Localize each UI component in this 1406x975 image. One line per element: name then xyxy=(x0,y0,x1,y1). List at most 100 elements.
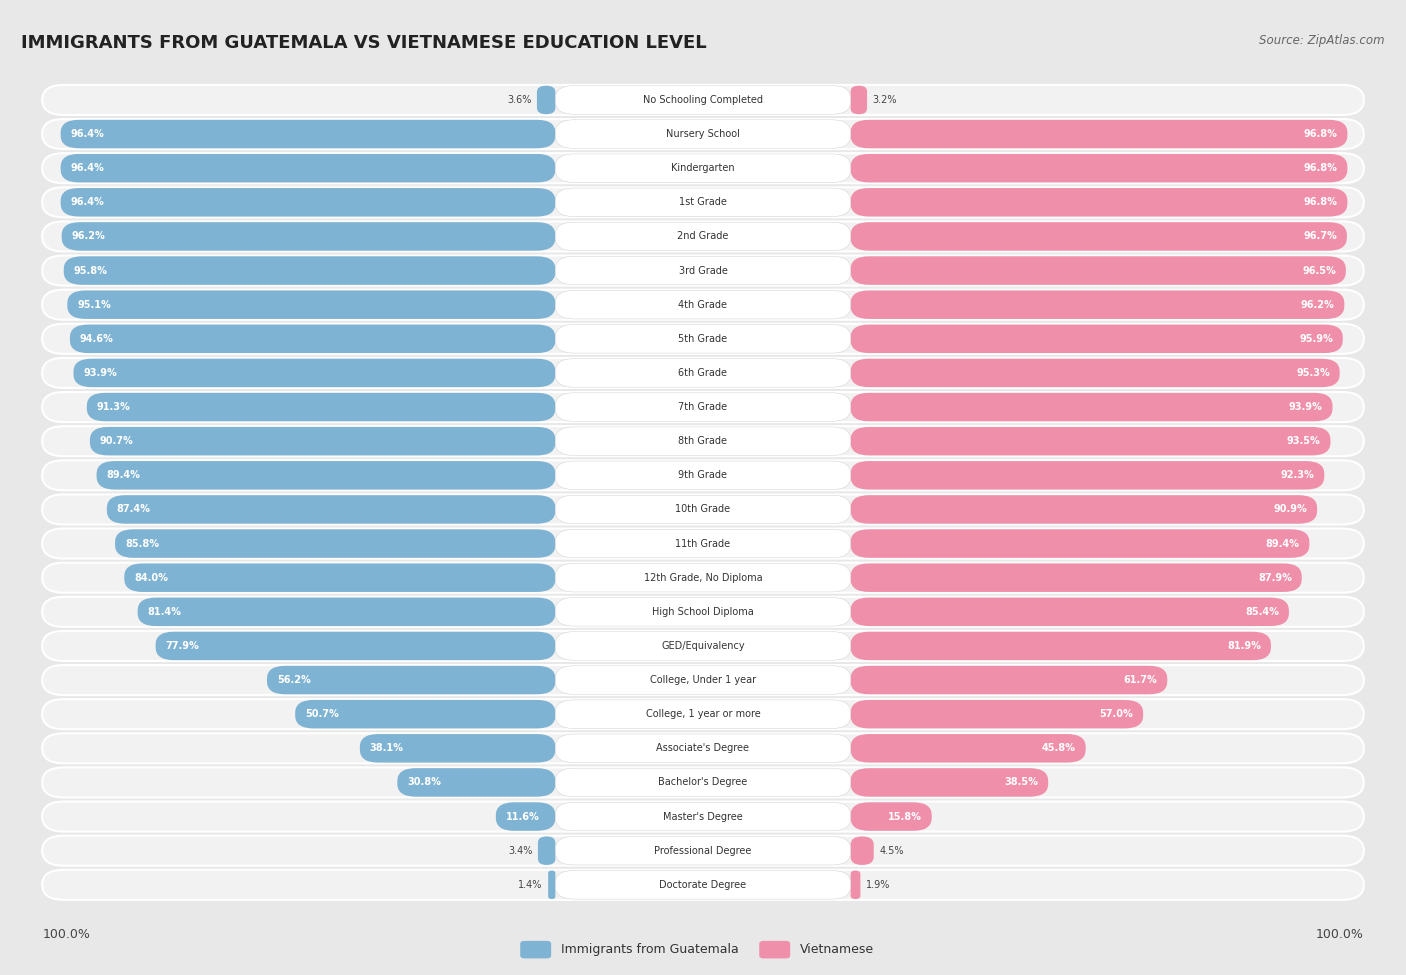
FancyBboxPatch shape xyxy=(555,837,851,865)
FancyBboxPatch shape xyxy=(555,802,851,831)
Text: 11th Grade: 11th Grade xyxy=(675,538,731,549)
Text: 38.1%: 38.1% xyxy=(370,743,404,754)
FancyBboxPatch shape xyxy=(42,221,1364,252)
FancyBboxPatch shape xyxy=(42,85,1364,115)
FancyBboxPatch shape xyxy=(42,699,1364,729)
FancyBboxPatch shape xyxy=(42,324,1364,354)
FancyBboxPatch shape xyxy=(851,359,1340,387)
Text: 96.8%: 96.8% xyxy=(1303,129,1337,139)
Text: 3.6%: 3.6% xyxy=(508,95,531,105)
FancyBboxPatch shape xyxy=(555,256,851,285)
FancyBboxPatch shape xyxy=(60,154,555,182)
FancyBboxPatch shape xyxy=(759,941,790,958)
Text: 90.7%: 90.7% xyxy=(100,436,134,447)
Text: 100.0%: 100.0% xyxy=(42,927,90,941)
Text: Bachelor's Degree: Bachelor's Degree xyxy=(658,777,748,788)
Text: 81.9%: 81.9% xyxy=(1227,641,1261,651)
Text: 85.8%: 85.8% xyxy=(125,538,159,549)
FancyBboxPatch shape xyxy=(851,427,1330,455)
FancyBboxPatch shape xyxy=(107,495,555,524)
FancyBboxPatch shape xyxy=(555,393,851,421)
FancyBboxPatch shape xyxy=(496,802,555,831)
Text: 93.9%: 93.9% xyxy=(1289,402,1323,412)
Text: 3.4%: 3.4% xyxy=(508,845,533,856)
Text: 6th Grade: 6th Grade xyxy=(679,368,727,378)
FancyBboxPatch shape xyxy=(555,734,851,762)
FancyBboxPatch shape xyxy=(60,120,555,148)
Text: 5th Grade: 5th Grade xyxy=(679,333,727,344)
FancyBboxPatch shape xyxy=(42,767,1364,798)
FancyBboxPatch shape xyxy=(42,563,1364,593)
Text: Master's Degree: Master's Degree xyxy=(664,811,742,822)
Text: 7th Grade: 7th Grade xyxy=(679,402,727,412)
FancyBboxPatch shape xyxy=(555,359,851,387)
Text: 38.5%: 38.5% xyxy=(1004,777,1039,788)
Text: 96.2%: 96.2% xyxy=(72,231,105,242)
Text: 96.8%: 96.8% xyxy=(1303,197,1337,208)
FancyBboxPatch shape xyxy=(851,120,1347,148)
FancyBboxPatch shape xyxy=(42,528,1364,559)
Text: 95.8%: 95.8% xyxy=(73,265,107,276)
FancyBboxPatch shape xyxy=(398,768,555,797)
Text: 3rd Grade: 3rd Grade xyxy=(679,265,727,276)
Text: Nursery School: Nursery School xyxy=(666,129,740,139)
FancyBboxPatch shape xyxy=(555,188,851,216)
FancyBboxPatch shape xyxy=(67,291,555,319)
FancyBboxPatch shape xyxy=(851,256,1346,285)
FancyBboxPatch shape xyxy=(555,495,851,524)
FancyBboxPatch shape xyxy=(555,222,851,251)
FancyBboxPatch shape xyxy=(124,564,555,592)
Text: 9th Grade: 9th Grade xyxy=(679,470,727,481)
FancyBboxPatch shape xyxy=(851,325,1343,353)
FancyBboxPatch shape xyxy=(851,291,1344,319)
FancyBboxPatch shape xyxy=(42,187,1364,217)
FancyBboxPatch shape xyxy=(360,734,555,762)
FancyBboxPatch shape xyxy=(555,461,851,489)
Text: High School Diploma: High School Diploma xyxy=(652,606,754,617)
FancyBboxPatch shape xyxy=(851,598,1289,626)
Text: 100.0%: 100.0% xyxy=(1316,927,1364,941)
FancyBboxPatch shape xyxy=(851,734,1085,762)
FancyBboxPatch shape xyxy=(42,870,1364,900)
Text: IMMIGRANTS FROM GUATEMALA VS VIETNAMESE EDUCATION LEVEL: IMMIGRANTS FROM GUATEMALA VS VIETNAMESE … xyxy=(21,34,707,52)
Text: 11.6%: 11.6% xyxy=(506,811,540,822)
Text: 30.8%: 30.8% xyxy=(408,777,441,788)
FancyBboxPatch shape xyxy=(555,666,851,694)
Text: 96.2%: 96.2% xyxy=(1301,299,1334,310)
FancyBboxPatch shape xyxy=(851,802,932,831)
Text: 15.8%: 15.8% xyxy=(889,811,922,822)
FancyBboxPatch shape xyxy=(87,393,555,421)
Text: 56.2%: 56.2% xyxy=(277,675,311,685)
FancyBboxPatch shape xyxy=(73,359,555,387)
Text: 10th Grade: 10th Grade xyxy=(675,504,731,515)
Text: 3.2%: 3.2% xyxy=(873,95,897,105)
Text: Doctorate Degree: Doctorate Degree xyxy=(659,879,747,890)
Text: 92.3%: 92.3% xyxy=(1281,470,1315,481)
Text: 89.4%: 89.4% xyxy=(107,470,141,481)
FancyBboxPatch shape xyxy=(555,529,851,558)
Text: 1.9%: 1.9% xyxy=(866,879,890,890)
FancyBboxPatch shape xyxy=(42,119,1364,149)
Text: 93.9%: 93.9% xyxy=(83,368,117,378)
FancyBboxPatch shape xyxy=(851,188,1347,216)
Text: 90.9%: 90.9% xyxy=(1274,504,1308,515)
Text: Vietnamese: Vietnamese xyxy=(800,943,875,956)
FancyBboxPatch shape xyxy=(851,632,1271,660)
FancyBboxPatch shape xyxy=(555,700,851,728)
Text: 96.7%: 96.7% xyxy=(1303,231,1337,242)
Text: 96.4%: 96.4% xyxy=(70,197,104,208)
FancyBboxPatch shape xyxy=(555,598,851,626)
Text: 96.4%: 96.4% xyxy=(70,163,104,174)
Text: 1st Grade: 1st Grade xyxy=(679,197,727,208)
FancyBboxPatch shape xyxy=(42,460,1364,490)
FancyBboxPatch shape xyxy=(60,188,555,216)
Text: No Schooling Completed: No Schooling Completed xyxy=(643,95,763,105)
FancyBboxPatch shape xyxy=(555,154,851,182)
FancyBboxPatch shape xyxy=(295,700,555,728)
Text: 4th Grade: 4th Grade xyxy=(679,299,727,310)
Text: 93.5%: 93.5% xyxy=(1286,436,1320,447)
Text: 96.5%: 96.5% xyxy=(1302,265,1336,276)
FancyBboxPatch shape xyxy=(70,325,555,353)
Text: 2nd Grade: 2nd Grade xyxy=(678,231,728,242)
FancyBboxPatch shape xyxy=(851,564,1302,592)
